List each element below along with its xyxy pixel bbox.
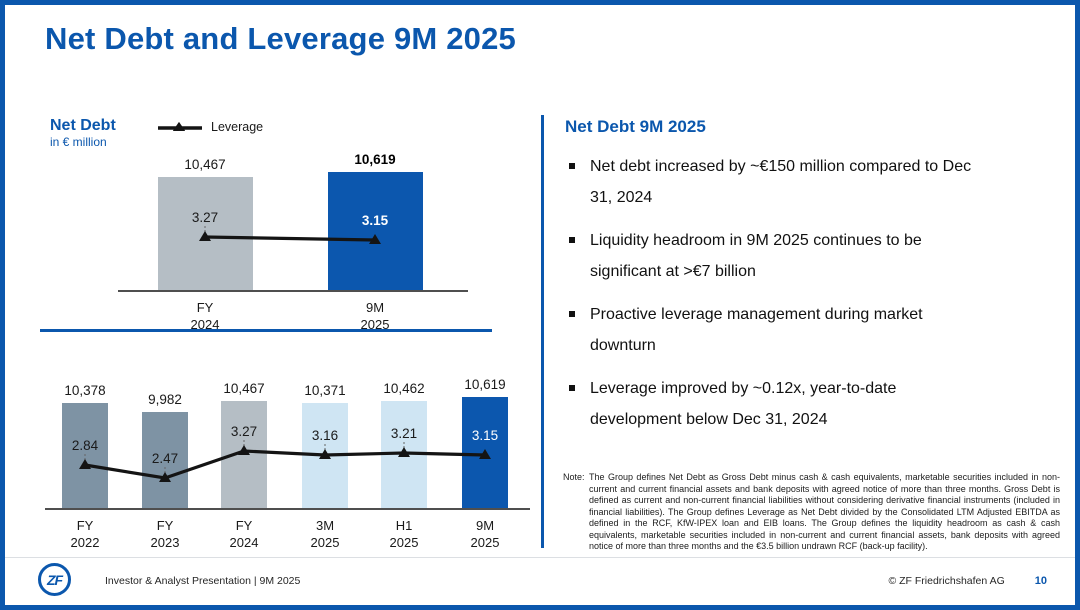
net-debt-bar <box>157 177 253 290</box>
footer-right: © ZF Friedrichshafen AG 10 <box>888 575 1047 587</box>
bullet-item: Net debt increased by ~€150 million comp… <box>567 151 992 213</box>
net-debt-bar <box>221 401 267 508</box>
net-debt-bar <box>62 403 108 508</box>
bar-value-label: 10,467 <box>223 381 265 396</box>
net-debt-bar <box>462 397 508 508</box>
bar-value-label: 10,619 <box>464 377 506 392</box>
leverage-value-label: 3.16 <box>311 428 339 443</box>
x-axis-label: 9M 2025 <box>470 518 500 550</box>
zf-logo-text: ZF <box>46 571 63 588</box>
chart-legend: Leverage <box>158 120 263 134</box>
bar-value-label: 10,467 <box>184 157 226 172</box>
chart-subtitle: in € million <box>50 135 107 149</box>
zf-logo: ZF <box>38 563 71 596</box>
bar-value-label: 9,982 <box>148 392 182 407</box>
x-axis-label: FY 2022 <box>70 518 100 550</box>
x-axis-label: 9M 2025 <box>360 300 390 332</box>
page-number: 10 <box>1034 575 1047 587</box>
footnote-label: Note: <box>563 472 585 482</box>
net-debt-bar <box>302 403 348 508</box>
legend-label: Leverage <box>211 120 264 134</box>
page-title: Net Debt and Leverage 9M 2025 <box>45 21 516 56</box>
chart-title: Net Debt <box>50 117 116 134</box>
x-axis-line <box>118 290 468 292</box>
net-debt-bar <box>327 172 423 290</box>
leverage-value-label: 3.27 <box>230 424 258 439</box>
horizontal-divider <box>40 329 492 332</box>
x-axis-line <box>45 508 530 510</box>
footer-divider <box>5 557 1075 558</box>
bar-value-label: 10,619 <box>354 152 396 167</box>
leverage-value-label: 3.15 <box>361 213 389 228</box>
bullet-item: Leverage improved by ~0.12x, year-to-dat… <box>567 373 992 435</box>
net-debt-chart-fy24-vs-9m25: 10,467 FY 2024 3.27 10,619 9M 2025 3.15 <box>40 110 540 340</box>
footer-presentation-label: Investor & Analyst Presentation | 9M 202… <box>105 575 301 587</box>
net-debt-chart-history: 10,378 FY 2022 2.84 9,982 FY 2023 2.47 10,467 F… <box>40 355 540 555</box>
x-axis-label: 3M 2025 <box>310 518 340 550</box>
chart-header: Net Debt in € million <box>50 117 116 149</box>
net-debt-bar <box>381 401 427 508</box>
leverage-value-label: 2.84 <box>71 438 99 453</box>
footnote-text: The Group defines Net Debt as Gross Debt… <box>589 472 1060 551</box>
x-axis-label: FY 2023 <box>150 518 180 550</box>
leverage-value-label: 3.15 <box>471 428 499 443</box>
leverage-line <box>199 226 381 244</box>
x-axis-label: H1 2025 <box>389 518 419 550</box>
vertical-divider <box>541 115 544 548</box>
bar-value-label: 10,371 <box>304 383 346 398</box>
leverage-line-marker-icon <box>158 122 202 131</box>
x-axis-label: FY 2024 <box>229 518 259 550</box>
bullet-item: Proactive leverage management during mar… <box>567 299 992 361</box>
bullet-list: Net debt increased by ~€150 million comp… <box>567 151 992 447</box>
leverage-value-label: 2.47 <box>151 451 179 466</box>
bar-value-label: 10,378 <box>64 383 106 398</box>
leverage-value-label: 3.21 <box>390 426 418 441</box>
footnote: Note: The Group defines Net Debt as Gros… <box>563 472 1060 553</box>
footer-copyright: © ZF Friedrichshafen AG <box>888 575 1005 587</box>
leverage-value-label: 3.27 <box>191 210 219 225</box>
bullet-item: Liquidity headroom in 9M 2025 continues … <box>567 225 992 287</box>
bar-value-label: 10,462 <box>383 381 425 396</box>
section-heading: Net Debt 9M 2025 <box>565 117 706 136</box>
x-axis-label: FY 2024 <box>190 300 220 332</box>
